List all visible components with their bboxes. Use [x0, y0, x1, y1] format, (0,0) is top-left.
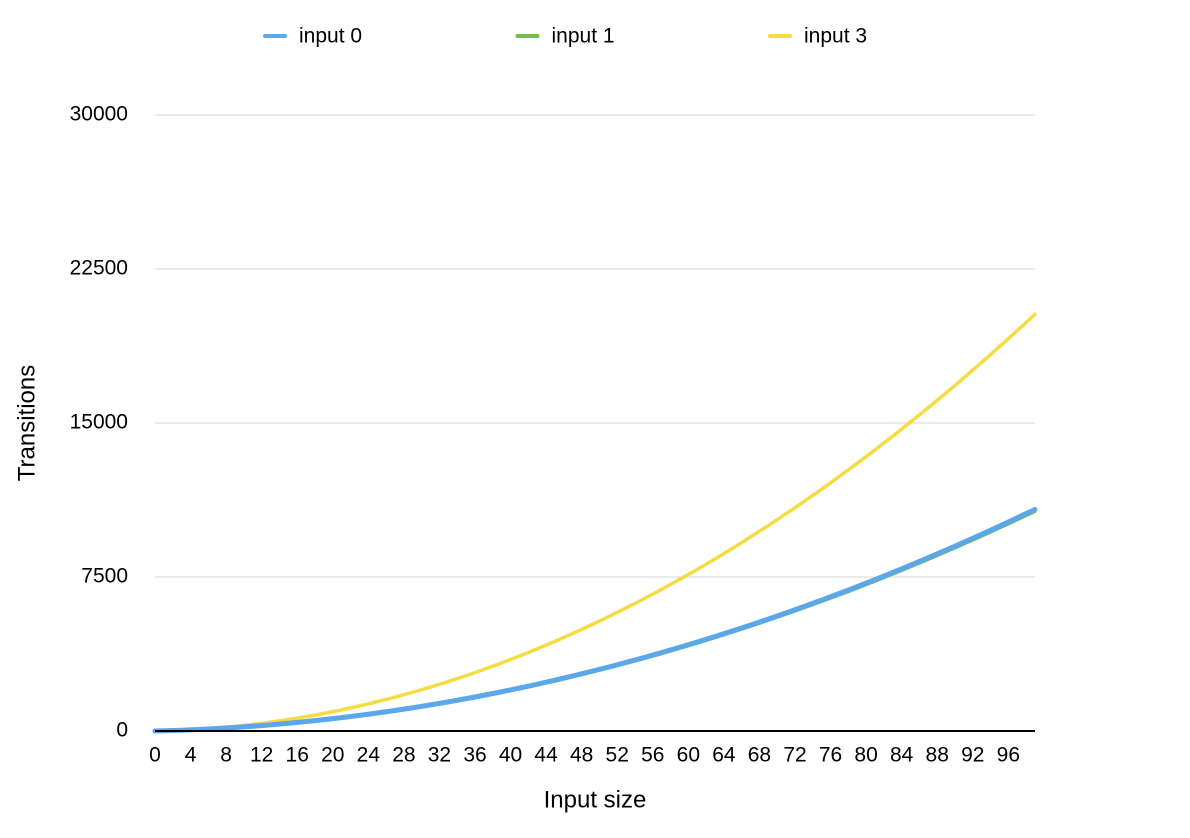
- x-tick-label: 8: [220, 744, 232, 767]
- x-tick-label: 92: [961, 744, 984, 767]
- x-tick-label: 16: [286, 744, 309, 767]
- x-tick-label: 36: [463, 744, 486, 767]
- x-tick-label: 68: [748, 744, 771, 767]
- series-line: [152, 506, 1038, 734]
- y-tick-label: 15000: [70, 411, 128, 434]
- x-tick-label: 32: [428, 744, 451, 767]
- series-line: [153, 312, 1037, 733]
- legend-label: input 3: [804, 25, 867, 48]
- x-tick-label: 52: [606, 744, 629, 767]
- y-tick-label: 0: [116, 719, 128, 742]
- x-axis-label: Input size: [544, 786, 647, 813]
- x-tick-label: 0: [149, 744, 161, 767]
- x-tick-label: 20: [321, 744, 344, 767]
- x-tick-label: 12: [250, 744, 273, 767]
- x-tick-label: 4: [185, 744, 197, 767]
- x-tick-label: 44: [534, 744, 558, 767]
- x-tick-label: 80: [854, 744, 877, 767]
- y-tick-label: 7500: [81, 565, 128, 588]
- x-tick-label: 56: [641, 744, 664, 767]
- y-tick-label: 22500: [70, 257, 128, 280]
- x-tick-label: 24: [357, 744, 381, 767]
- y-tick-label: 30000: [70, 103, 128, 126]
- x-tick-label: 40: [499, 744, 522, 767]
- y-axis-label: Transitions: [13, 365, 40, 481]
- x-tick-label: 64: [712, 744, 736, 767]
- legend-label: input 1: [552, 25, 615, 48]
- x-tick-label: 76: [819, 744, 842, 767]
- x-tick-label: 96: [997, 744, 1020, 767]
- x-tick-label: 48: [570, 744, 593, 767]
- legend-label: input 0: [299, 25, 362, 48]
- x-tick-label: 88: [926, 744, 949, 767]
- x-tick-label: 60: [677, 744, 700, 767]
- x-tick-label: 84: [890, 744, 914, 767]
- x-tick-label: 72: [783, 744, 806, 767]
- x-tick-label: 28: [392, 744, 415, 767]
- series-line: [153, 509, 1037, 733]
